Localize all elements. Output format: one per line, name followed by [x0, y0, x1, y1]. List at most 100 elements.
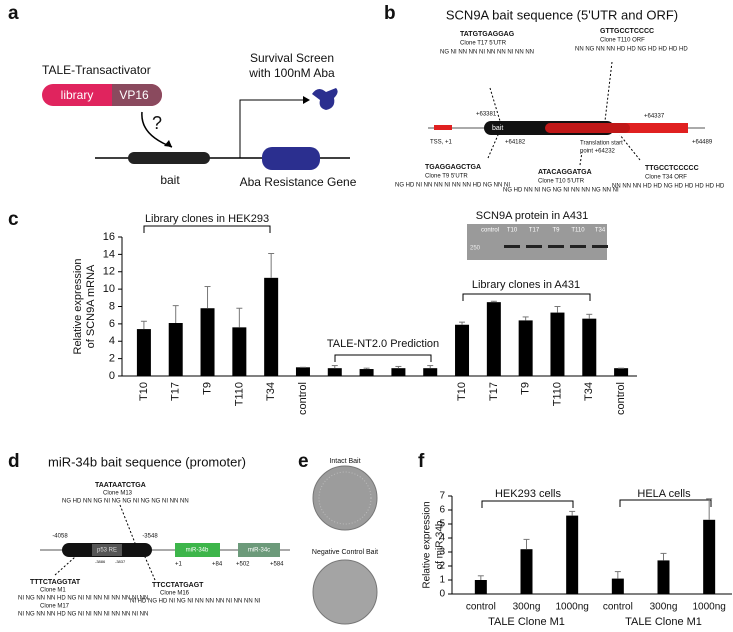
label: -3548	[142, 534, 158, 540]
label: TAATAATCTGA	[95, 482, 146, 489]
label: Clone T10 5'UTR	[538, 179, 585, 185]
label: p53 RE	[97, 548, 117, 554]
bracket	[334, 354, 432, 362]
mir34b	[175, 543, 220, 557]
arrowhead	[164, 140, 172, 147]
label: Clone T17 5'UTR	[460, 41, 507, 47]
panel-d: miR-34b bait sequence (promoter) TAATAAT…	[18, 454, 290, 618]
lane-label: control	[481, 228, 499, 234]
x-tick-label: control	[603, 602, 633, 613]
bar	[264, 277, 279, 376]
label: TTCCTATGAGT	[152, 582, 204, 589]
panel-b: SCN9A bait sequence (5'UTR and ORF) bait…	[395, 7, 725, 193]
y-tick-label: 16	[103, 231, 115, 243]
arrowhead	[303, 96, 310, 104]
x-tick-label: control	[297, 382, 309, 415]
x-tick-label: 1000ng	[692, 602, 725, 613]
label: Survival Screen	[250, 51, 334, 65]
label: miR-34b	[186, 548, 209, 554]
band	[570, 245, 586, 248]
arrow	[239, 99, 305, 158]
lane-label: T9	[552, 228, 560, 234]
colonies	[318, 471, 372, 525]
label: NG HD NN NG NI NG NG NI NG NG NI NN NN	[62, 499, 189, 505]
label: point +64232	[580, 149, 616, 155]
x-tick-label: T17	[488, 382, 500, 401]
label: with 100nM Aba	[248, 66, 335, 80]
bracket	[619, 499, 712, 507]
y-tick-label: 12	[103, 266, 115, 278]
y-tick-label: 4	[439, 533, 445, 544]
x-tick-label: T17	[170, 382, 182, 401]
x-tick-label: T110	[233, 382, 245, 406]
exon	[434, 125, 452, 130]
label: Aba Resistance Gene	[240, 175, 357, 189]
lane-label: T34	[595, 228, 606, 234]
y-tick-label: 3	[439, 547, 445, 558]
label: ?	[152, 113, 162, 133]
annotation: Library clones in HEK293	[145, 213, 269, 225]
annotation: Library clones in A431	[472, 279, 580, 291]
label: bait	[160, 173, 180, 187]
x-tick-label: T110	[551, 382, 563, 406]
label: Clone M17	[40, 604, 70, 610]
y-tick-label: 4	[109, 335, 115, 347]
band	[548, 245, 564, 248]
band	[504, 245, 520, 248]
lane-label: T110	[571, 228, 585, 234]
x-tick-label: control	[615, 382, 627, 415]
bar	[474, 580, 487, 594]
y-tick-label: 6	[439, 505, 445, 516]
y-tick-label: 2	[109, 353, 115, 365]
y-tick-label: 2	[439, 561, 445, 572]
label: NI NG NN NN HD NG NI NI NN NI NN NN NI N…	[18, 596, 148, 602]
leaders	[54, 504, 156, 581]
label: Clone M13	[103, 491, 133, 497]
y-tick-label: 1	[439, 575, 445, 586]
bar	[455, 324, 470, 376]
label: +64182	[505, 140, 526, 146]
label: TATGTGAGGAG	[460, 31, 515, 38]
bracket	[462, 293, 591, 301]
leaders	[487, 61, 641, 166]
bar	[168, 323, 183, 376]
panel-letter: b	[384, 3, 396, 24]
label: Negative Control Bait	[312, 549, 378, 556]
x-tick-label: T9	[520, 382, 532, 395]
gel	[467, 224, 607, 260]
label: +64489	[692, 140, 713, 146]
annotation: HELA cells	[637, 488, 691, 500]
title: miR-34b bait sequence (promoter)	[48, 454, 246, 469]
y-tick-label: 5	[439, 519, 445, 530]
label: TALE-Transactivator	[42, 63, 151, 77]
y-axis-label: of SCN9A mRNA	[85, 264, 97, 348]
bar	[391, 368, 406, 376]
panel-letter: c	[8, 209, 19, 230]
x-tick-label: 300ng	[650, 602, 678, 613]
bracket	[481, 500, 574, 508]
label: -3886	[95, 559, 106, 564]
y-tick-label: 14	[103, 248, 115, 260]
band	[526, 245, 542, 248]
label: NN NG NN NN HD HD NG HD HD HD HD	[575, 47, 688, 53]
band	[592, 245, 608, 248]
label: VP16	[119, 88, 149, 102]
label: Clone T34 ORF	[645, 175, 687, 181]
x-tick-label: control	[466, 602, 496, 613]
y-tick-label: 0	[439, 589, 445, 600]
label: -4058	[52, 534, 68, 540]
label: NG HD NN NI NG NG NI NN NN NG NN NI	[503, 188, 619, 194]
label: +502	[236, 562, 250, 568]
annotation: HEK293 cells	[495, 488, 562, 500]
label: Clone M1	[40, 588, 66, 594]
mir34c	[238, 543, 280, 557]
y-tick-label: 10	[103, 283, 115, 295]
y-tick-label: 8	[109, 300, 115, 312]
plate	[312, 465, 378, 531]
label: NI NG NN NN HD NG NI NI NN NI NN NN NI N…	[18, 612, 148, 618]
x-tick-label: T34	[583, 382, 595, 401]
bar	[486, 302, 501, 376]
label: NG HD NI NN NN NI NN NN HD NG NN NI	[395, 183, 510, 189]
bait-orf	[545, 123, 630, 133]
label: +584	[270, 562, 284, 568]
